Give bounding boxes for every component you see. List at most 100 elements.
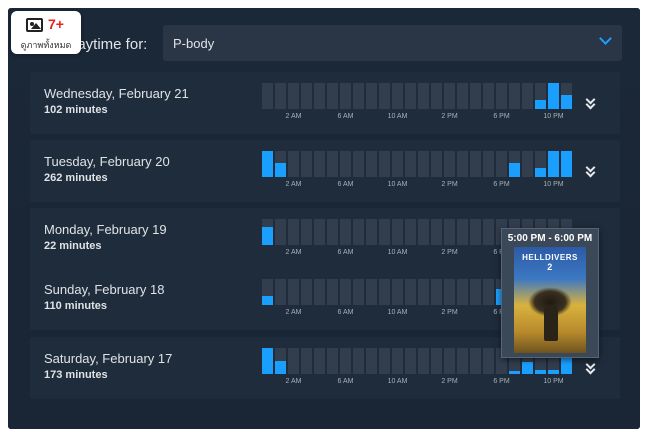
hour-bar[interactable]	[444, 151, 455, 177]
hour-bar[interactable]	[392, 348, 403, 374]
hour-bar[interactable]	[353, 83, 364, 109]
hour-bar[interactable]	[392, 151, 403, 177]
hour-bar[interactable]	[353, 279, 364, 305]
hour-bar[interactable]	[509, 151, 520, 177]
hour-bar[interactable]	[275, 279, 286, 305]
hour-bar[interactable]	[444, 219, 455, 245]
hour-bar[interactable]	[431, 348, 442, 374]
hour-bar[interactable]	[535, 83, 546, 109]
hour-bar[interactable]	[327, 151, 338, 177]
hour-bar[interactable]	[522, 348, 533, 374]
hour-bar[interactable]	[327, 83, 338, 109]
hour-bar[interactable]	[288, 83, 299, 109]
hour-bar[interactable]	[340, 348, 351, 374]
hour-bar[interactable]	[314, 348, 325, 374]
hour-bar[interactable]	[366, 219, 377, 245]
hour-bar[interactable]	[314, 279, 325, 305]
hour-bar[interactable]	[444, 83, 455, 109]
hour-bar[interactable]	[262, 348, 273, 374]
hour-bar[interactable]	[418, 279, 429, 305]
hour-bar[interactable]	[470, 348, 481, 374]
hour-bar[interactable]	[431, 279, 442, 305]
hour-bar[interactable]	[301, 83, 312, 109]
hour-bar[interactable]	[366, 151, 377, 177]
hour-bar[interactable]	[496, 348, 507, 374]
hour-bar[interactable]	[366, 83, 377, 109]
hour-bar[interactable]	[327, 279, 338, 305]
hour-bar[interactable]	[444, 279, 455, 305]
hour-bar[interactable]	[431, 219, 442, 245]
hour-bar[interactable]	[301, 219, 312, 245]
hour-bar[interactable]	[470, 151, 481, 177]
hour-bar[interactable]	[457, 83, 468, 109]
hour-bar[interactable]	[353, 348, 364, 374]
hour-bar[interactable]	[379, 219, 390, 245]
hour-bar[interactable]	[561, 348, 572, 374]
hour-bar[interactable]	[483, 348, 494, 374]
hour-bar[interactable]	[457, 279, 468, 305]
day-row[interactable]: Tuesday, February 20 262 minutes 2 AM 6 AM 1…	[30, 140, 620, 202]
hour-bar[interactable]	[483, 279, 494, 305]
hour-bar[interactable]	[470, 83, 481, 109]
day-row[interactable]: Wednesday, February 21 102 minutes 2 AM 6 A…	[30, 72, 620, 134]
hour-bar[interactable]	[275, 151, 286, 177]
hour-bar[interactable]	[353, 219, 364, 245]
hour-bar[interactable]	[548, 83, 559, 109]
hour-bar[interactable]	[457, 219, 468, 245]
hour-bar[interactable]	[314, 219, 325, 245]
hour-bar[interactable]	[392, 219, 403, 245]
hour-bar[interactable]	[418, 348, 429, 374]
hour-bar[interactable]	[327, 348, 338, 374]
hour-bar[interactable]	[340, 219, 351, 245]
hour-bar[interactable]	[262, 151, 273, 177]
hour-bar[interactable]	[301, 279, 312, 305]
hour-bar[interactable]	[457, 151, 468, 177]
hour-bar[interactable]	[340, 151, 351, 177]
hour-bar[interactable]	[301, 348, 312, 374]
hour-bar[interactable]	[405, 151, 416, 177]
hour-bar[interactable]	[405, 219, 416, 245]
hour-bar[interactable]	[340, 83, 351, 109]
player-select[interactable]: P-body	[163, 25, 622, 61]
hour-bar[interactable]	[327, 219, 338, 245]
hour-bar[interactable]	[535, 151, 546, 177]
hour-bar[interactable]	[379, 151, 390, 177]
hour-bar[interactable]	[561, 151, 572, 177]
hour-bar[interactable]	[522, 83, 533, 109]
hour-bar[interactable]	[444, 348, 455, 374]
hour-bar[interactable]	[275, 348, 286, 374]
hour-bar[interactable]	[470, 279, 481, 305]
hour-bar[interactable]	[509, 348, 520, 374]
hour-bar[interactable]	[392, 279, 403, 305]
hour-bar[interactable]	[379, 83, 390, 109]
hour-bar[interactable]	[340, 279, 351, 305]
hour-bar[interactable]	[457, 348, 468, 374]
hour-bar[interactable]	[483, 151, 494, 177]
hour-bar[interactable]	[418, 219, 429, 245]
hour-bar[interactable]	[561, 83, 572, 109]
hour-bar[interactable]	[353, 151, 364, 177]
view-all-images-badge[interactable]: 7+ ดูภาพทั้งหมด	[11, 11, 81, 54]
expand-day-icon[interactable]	[585, 359, 597, 377]
hour-bar[interactable]	[366, 279, 377, 305]
hour-bar[interactable]	[379, 348, 390, 374]
expand-day-icon[interactable]	[585, 162, 597, 180]
hour-bar[interactable]	[314, 151, 325, 177]
hour-bar[interactable]	[314, 83, 325, 109]
hour-bar[interactable]	[548, 151, 559, 177]
hour-bar[interactable]	[509, 83, 520, 109]
hour-bar[interactable]	[418, 151, 429, 177]
expand-day-icon[interactable]	[585, 94, 597, 112]
hour-bar[interactable]	[288, 279, 299, 305]
hour-bar[interactable]	[483, 219, 494, 245]
hour-bar[interactable]	[405, 348, 416, 374]
hour-bar[interactable]	[366, 348, 377, 374]
hour-bar[interactable]	[405, 279, 416, 305]
hour-bar[interactable]	[262, 219, 273, 245]
hour-bar[interactable]	[392, 83, 403, 109]
hour-bar[interactable]	[379, 279, 390, 305]
hour-bar[interactable]	[288, 151, 299, 177]
hour-bar[interactable]	[275, 219, 286, 245]
hour-bar[interactable]	[262, 83, 273, 109]
hour-bar[interactable]	[288, 348, 299, 374]
